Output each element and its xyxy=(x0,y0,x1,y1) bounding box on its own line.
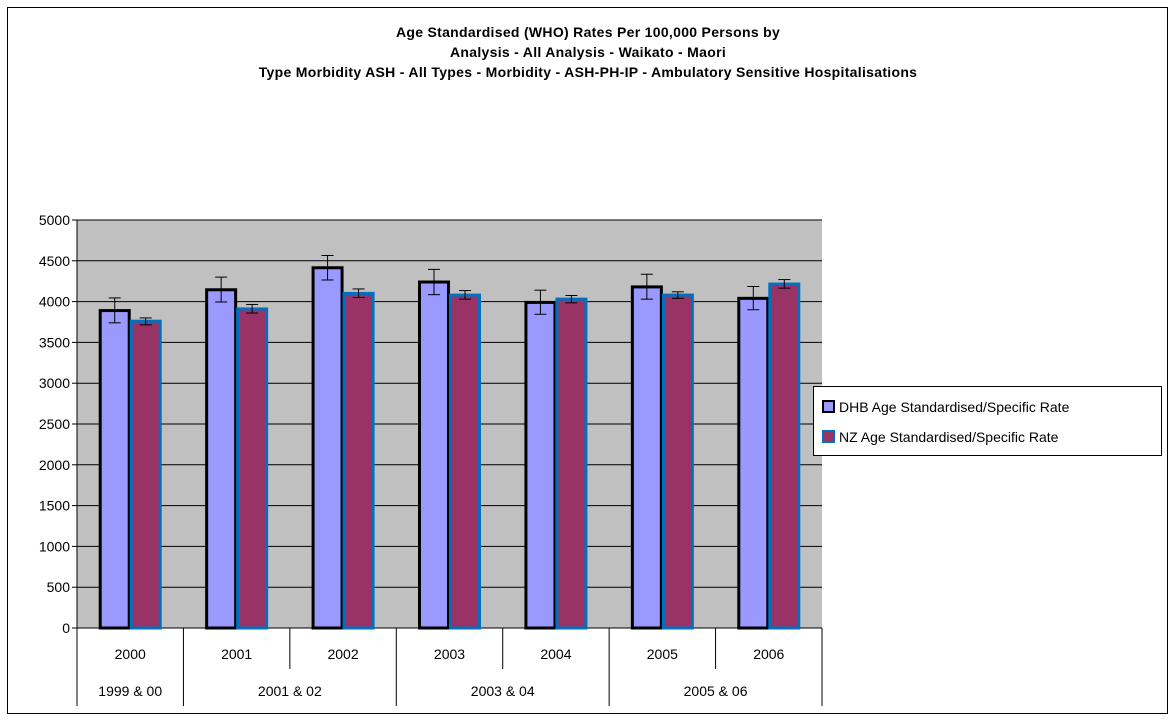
bar-series-1 xyxy=(311,266,344,630)
bar-series-2 xyxy=(129,319,162,630)
legend-label-nz: NZ Age Standardised/Specific Rate xyxy=(839,429,1059,445)
chart-title: Age Standardised (WHO) Rates Per 100,000… xyxy=(0,22,1176,82)
bar-series-2 xyxy=(449,293,481,630)
legend-label-dhb: DHB Age Standardised/Specific Rate xyxy=(839,399,1070,415)
x-tick-label: 2002 xyxy=(327,646,358,662)
bar-series-2 xyxy=(342,291,375,630)
bar-series-2 xyxy=(555,297,588,630)
x-group-label: 2005 & 06 xyxy=(684,683,748,699)
x-group-label: 2001 & 02 xyxy=(258,683,322,699)
chart-title-line-2: Analysis - All Analysis - Waikato - Maor… xyxy=(449,44,727,60)
bar-series-2 xyxy=(661,293,694,630)
y-tick-label: 5000 xyxy=(39,212,70,228)
chart-title-line-1: Age Standardised (WHO) Rates Per 100,000… xyxy=(395,24,781,40)
x-tick-label: 2001 xyxy=(221,646,252,662)
bar-series-2 xyxy=(236,307,269,630)
bar-series-2 xyxy=(768,282,801,630)
y-tick-label: 4500 xyxy=(39,253,70,269)
bar-series-1 xyxy=(418,280,450,630)
bar-series-1 xyxy=(98,309,131,630)
y-tick-label: 2500 xyxy=(39,416,70,432)
y-tick-label: 500 xyxy=(47,579,71,595)
legend-swatch-nz xyxy=(822,430,835,443)
y-tick-label: 3500 xyxy=(39,334,70,350)
legend-item-nz: NZ Age Standardised/Specific Rate xyxy=(822,429,1058,445)
y-tick-label: 4000 xyxy=(39,294,70,310)
bar-series-1 xyxy=(205,288,238,630)
y-tick-label: 1000 xyxy=(39,538,70,554)
y-tick-label: 0 xyxy=(62,620,70,636)
x-group-label: 2003 & 04 xyxy=(471,683,535,699)
legend-swatch-dhb xyxy=(822,400,835,413)
y-tick-label: 3000 xyxy=(39,375,70,391)
chart-legend: DHB Age Standardised/Specific Rate NZ Ag… xyxy=(813,386,1162,456)
x-tick-label: 2003 xyxy=(434,646,465,662)
x-tick-label: 2006 xyxy=(753,646,784,662)
legend-item-dhb: DHB Age Standardised/Specific Rate xyxy=(822,399,1069,415)
bar-series-1 xyxy=(737,296,770,630)
y-tick-label: 2000 xyxy=(39,457,70,473)
x-tick-label: 2005 xyxy=(647,646,678,662)
bar-series-1 xyxy=(524,300,557,630)
x-tick-label: 2000 xyxy=(115,646,146,662)
bar-series-1 xyxy=(630,285,663,630)
y-tick-label: 1500 xyxy=(39,498,70,514)
x-group-label: 1999 & 00 xyxy=(98,683,162,699)
chart-title-line-3: Type Morbidity ASH - All Types - Morbidi… xyxy=(258,64,918,80)
x-tick-label: 2004 xyxy=(540,646,571,662)
